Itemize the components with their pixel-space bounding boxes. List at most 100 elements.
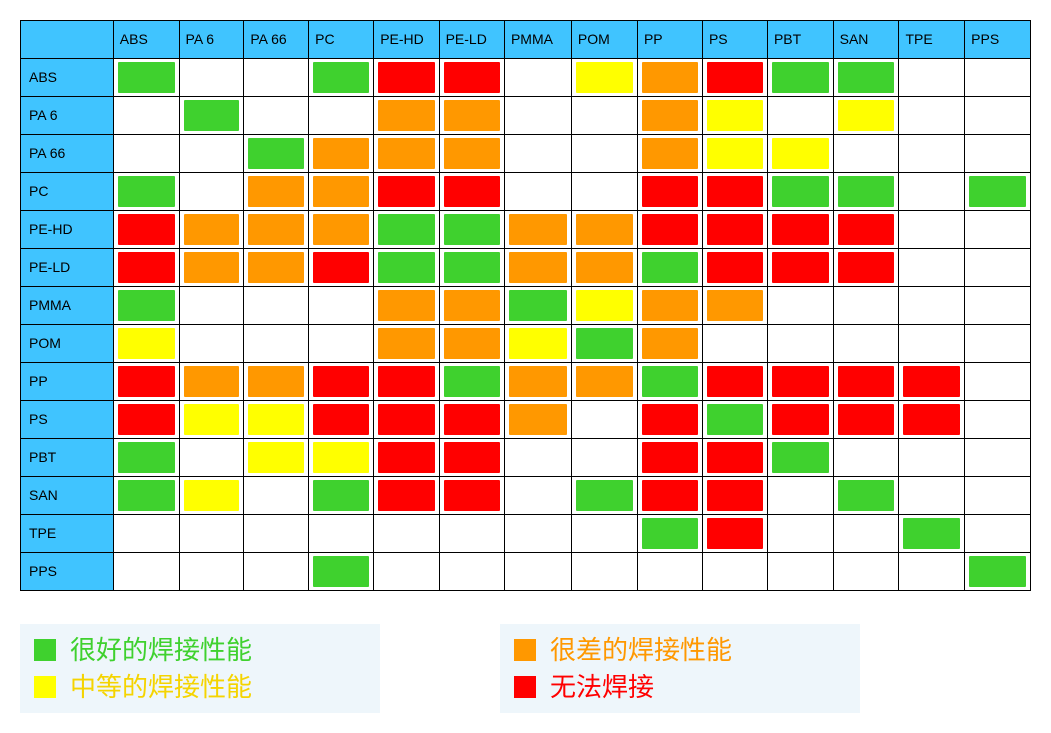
col-header: PE-LD bbox=[439, 21, 504, 59]
cell-swatch bbox=[378, 290, 434, 321]
matrix-cell bbox=[965, 249, 1031, 287]
matrix-cell bbox=[637, 211, 702, 249]
cell-swatch bbox=[642, 328, 698, 359]
cell-swatch bbox=[707, 518, 763, 549]
legend-swatch bbox=[34, 639, 56, 661]
matrix-cell bbox=[244, 59, 309, 97]
matrix-cell bbox=[179, 363, 244, 401]
matrix-cell bbox=[899, 401, 965, 439]
matrix-cell bbox=[833, 249, 899, 287]
cell-swatch bbox=[248, 366, 304, 397]
cell-swatch bbox=[838, 62, 895, 93]
cell-swatch bbox=[378, 100, 434, 131]
matrix-cell bbox=[309, 477, 374, 515]
cell-swatch bbox=[184, 404, 240, 435]
cell-swatch bbox=[642, 290, 698, 321]
row-header: PP bbox=[21, 363, 114, 401]
matrix-cell bbox=[833, 173, 899, 211]
matrix-cell bbox=[702, 211, 767, 249]
matrix-cell bbox=[439, 97, 504, 135]
cell-swatch bbox=[772, 176, 829, 207]
cell-swatch bbox=[313, 480, 369, 511]
cell-swatch bbox=[509, 214, 567, 245]
cell-swatch bbox=[642, 252, 698, 283]
matrix-cell bbox=[244, 363, 309, 401]
matrix-cell bbox=[637, 249, 702, 287]
col-header: PA 66 bbox=[244, 21, 309, 59]
matrix-cell bbox=[833, 439, 899, 477]
matrix-cell bbox=[833, 59, 899, 97]
matrix-cell bbox=[504, 515, 571, 553]
matrix-cell bbox=[571, 97, 637, 135]
cell-swatch bbox=[576, 328, 633, 359]
cell-swatch bbox=[509, 366, 567, 397]
table-row: PA 6 bbox=[21, 97, 1031, 135]
matrix-cell bbox=[309, 553, 374, 591]
matrix-cell bbox=[571, 135, 637, 173]
legend-label: 很差的焊接性能 bbox=[550, 634, 732, 667]
matrix-cell bbox=[899, 97, 965, 135]
cell-swatch bbox=[444, 176, 500, 207]
cell-swatch bbox=[509, 252, 567, 283]
matrix-cell bbox=[702, 553, 767, 591]
matrix-cell bbox=[244, 287, 309, 325]
matrix-cell bbox=[244, 173, 309, 211]
cell-swatch bbox=[118, 328, 175, 359]
cell-swatch bbox=[642, 62, 698, 93]
cell-swatch bbox=[378, 252, 434, 283]
matrix-cell bbox=[965, 515, 1031, 553]
matrix-cell bbox=[113, 59, 179, 97]
cell-swatch bbox=[642, 404, 698, 435]
matrix-cell bbox=[439, 249, 504, 287]
col-header: PMMA bbox=[504, 21, 571, 59]
cell-swatch bbox=[576, 480, 633, 511]
cell-swatch bbox=[707, 290, 763, 321]
col-header: PPS bbox=[965, 21, 1031, 59]
matrix-cell bbox=[374, 287, 439, 325]
matrix-cell bbox=[833, 211, 899, 249]
cell-swatch bbox=[313, 404, 369, 435]
legend-item: 很好的焊接性能 bbox=[34, 634, 358, 667]
legend-label: 很好的焊接性能 bbox=[70, 634, 252, 667]
matrix-cell bbox=[965, 211, 1031, 249]
matrix-cell bbox=[899, 439, 965, 477]
cell-swatch bbox=[642, 366, 698, 397]
legend-swatch bbox=[514, 676, 536, 698]
matrix-cell bbox=[179, 325, 244, 363]
table-row: PC bbox=[21, 173, 1031, 211]
matrix-cell bbox=[767, 515, 833, 553]
matrix-cell bbox=[179, 553, 244, 591]
row-header: PPS bbox=[21, 553, 114, 591]
row-header: PS bbox=[21, 401, 114, 439]
matrix-cell bbox=[179, 173, 244, 211]
row-header: PC bbox=[21, 173, 114, 211]
matrix-cell bbox=[965, 135, 1031, 173]
matrix-cell bbox=[374, 325, 439, 363]
cell-swatch bbox=[969, 176, 1026, 207]
matrix-cell bbox=[244, 439, 309, 477]
matrix-cell bbox=[702, 135, 767, 173]
matrix-cell bbox=[113, 439, 179, 477]
table-row: PPS bbox=[21, 553, 1031, 591]
cell-swatch bbox=[184, 100, 240, 131]
legend-label: 无法焊接 bbox=[550, 671, 654, 704]
row-header: PE-HD bbox=[21, 211, 114, 249]
matrix-cell bbox=[439, 477, 504, 515]
cell-swatch bbox=[576, 252, 633, 283]
matrix-cell bbox=[309, 211, 374, 249]
col-header: PC bbox=[309, 21, 374, 59]
cell-swatch bbox=[838, 252, 895, 283]
matrix-cell bbox=[571, 477, 637, 515]
matrix-cell bbox=[767, 439, 833, 477]
cell-swatch bbox=[184, 214, 240, 245]
matrix-cell bbox=[309, 515, 374, 553]
matrix-cell bbox=[767, 477, 833, 515]
matrix-cell bbox=[244, 477, 309, 515]
cell-swatch bbox=[118, 480, 175, 511]
matrix-cell bbox=[767, 97, 833, 135]
cell-swatch bbox=[184, 366, 240, 397]
matrix-cell bbox=[637, 515, 702, 553]
matrix-cell bbox=[833, 135, 899, 173]
matrix-cell bbox=[504, 287, 571, 325]
cell-swatch bbox=[313, 252, 369, 283]
